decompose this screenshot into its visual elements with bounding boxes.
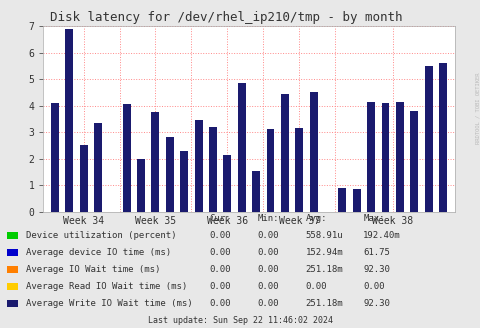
Bar [51,103,59,212]
Text: 92.30: 92.30 [362,299,389,308]
Text: 0.00: 0.00 [209,282,230,291]
Bar [352,189,360,212]
Bar [424,66,432,212]
Text: 0.00: 0.00 [209,299,230,308]
Bar [266,130,274,212]
Bar [309,92,317,212]
Text: 0.00: 0.00 [257,299,278,308]
Bar [252,171,260,212]
Text: 0.00: 0.00 [362,282,384,291]
Bar [65,29,73,212]
Text: Average Read IO Wait time (ms): Average Read IO Wait time (ms) [26,282,187,291]
Text: 251.18m: 251.18m [305,265,342,274]
Text: Average IO Wait time (ms): Average IO Wait time (ms) [26,265,160,274]
Bar [338,188,346,212]
Bar [79,145,87,212]
Text: Max:: Max: [362,214,384,223]
Bar [395,102,403,212]
Bar [209,127,216,212]
Text: Min:: Min: [257,214,278,223]
Bar [381,103,389,212]
Text: 0.00: 0.00 [209,248,230,257]
Text: RRDTOOL / TOBI OETIKER: RRDTOOL / TOBI OETIKER [474,72,479,144]
Bar [280,94,288,212]
Bar [166,137,173,212]
Text: 192.40m: 192.40m [362,231,400,240]
Bar [409,111,418,212]
Text: Disk latency for /dev/rhel_ip210/tmp - by month: Disk latency for /dev/rhel_ip210/tmp - b… [50,11,401,25]
Bar [180,151,188,212]
Text: 558.91u: 558.91u [305,231,342,240]
Bar [295,128,302,212]
Text: Device utilization (percent): Device utilization (percent) [26,231,177,240]
Text: Cur:: Cur: [209,214,230,223]
Text: 0.00: 0.00 [257,231,278,240]
Bar [151,112,159,212]
Bar [438,63,446,212]
Text: 152.94m: 152.94m [305,248,342,257]
Bar [94,123,102,212]
Bar [237,83,245,212]
Text: 251.18m: 251.18m [305,299,342,308]
Text: Average Write IO Wait time (ms): Average Write IO Wait time (ms) [26,299,192,308]
Bar [366,102,374,212]
Text: 0.00: 0.00 [209,231,230,240]
Text: 0.00: 0.00 [257,282,278,291]
Bar [137,159,145,212]
Text: 61.75: 61.75 [362,248,389,257]
Bar [122,104,131,212]
Text: 0.00: 0.00 [257,248,278,257]
Bar [223,154,231,212]
Text: 0.00: 0.00 [257,265,278,274]
Text: 0.00: 0.00 [305,282,326,291]
Text: Last update: Sun Sep 22 11:46:02 2024: Last update: Sun Sep 22 11:46:02 2024 [148,316,332,325]
Text: 0.00: 0.00 [209,265,230,274]
Bar [194,120,202,212]
Text: Average device IO time (ms): Average device IO time (ms) [26,248,171,257]
Text: Avg:: Avg: [305,214,326,223]
Text: 92.30: 92.30 [362,265,389,274]
